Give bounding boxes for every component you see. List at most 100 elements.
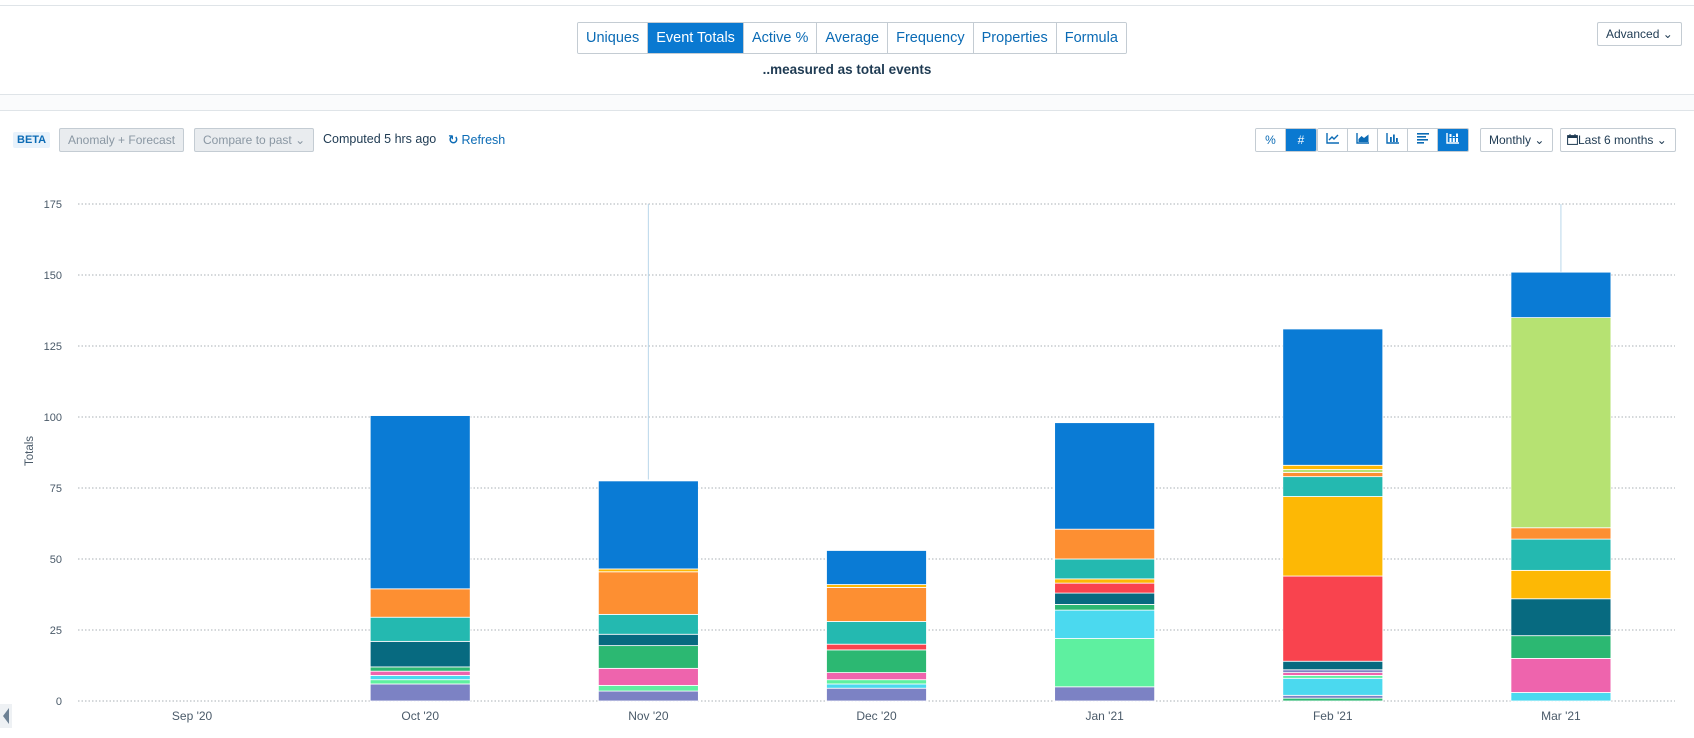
bar-segment[interactable] bbox=[826, 687, 927, 702]
bar-segment[interactable] bbox=[597, 633, 699, 647]
date-range-dropdown[interactable]: Last 6 months ⌄ bbox=[1560, 128, 1676, 152]
advanced-label: Advanced bbox=[1606, 27, 1660, 41]
bar-segment[interactable] bbox=[597, 568, 699, 573]
section-divider bbox=[0, 94, 1694, 111]
compare-to-past-button[interactable]: Compare to past ⌄ bbox=[194, 128, 315, 152]
number-toggle[interactable]: # bbox=[1286, 129, 1316, 151]
bar-segment[interactable] bbox=[1510, 527, 1612, 540]
bar-segment[interactable] bbox=[826, 621, 927, 645]
anomaly-forecast-button[interactable]: Anomaly + Forecast bbox=[59, 128, 185, 152]
horizontal-bar-icon bbox=[1416, 133, 1429, 144]
bar-segment[interactable] bbox=[1282, 469, 1384, 473]
bar-segment[interactable] bbox=[1282, 471, 1384, 478]
bar-segment[interactable] bbox=[1510, 635, 1612, 659]
bar-segment[interactable] bbox=[1282, 575, 1384, 662]
bar-segment[interactable] bbox=[1054, 582, 1156, 594]
bar-segment[interactable] bbox=[1054, 422, 1156, 530]
bar-segment[interactable] bbox=[1054, 604, 1156, 611]
tab-average[interactable]: Average bbox=[817, 23, 889, 53]
bar-segment[interactable] bbox=[1282, 476, 1384, 497]
bar-chart-button[interactable] bbox=[1378, 129, 1408, 151]
tab-uniques[interactable]: Uniques bbox=[578, 23, 649, 53]
bar-segment[interactable] bbox=[826, 672, 927, 681]
y-tick-label: 75 bbox=[50, 483, 62, 495]
bar-segment[interactable] bbox=[1054, 592, 1156, 605]
tab-active-percent[interactable]: Active % bbox=[743, 23, 818, 53]
bar-segment[interactable] bbox=[1510, 569, 1612, 600]
interval-label: Monthly bbox=[1489, 133, 1532, 147]
tab-formula[interactable]: Formula bbox=[1056, 23, 1126, 53]
interval-dropdown[interactable]: Monthly ⌄ bbox=[1480, 128, 1554, 152]
bar-segment[interactable] bbox=[1054, 609, 1156, 639]
bar-segment[interactable] bbox=[1054, 558, 1156, 580]
bar-segment[interactable] bbox=[826, 584, 927, 588]
bar-segment[interactable] bbox=[1510, 317, 1612, 529]
bar-segment[interactable] bbox=[1510, 598, 1612, 637]
bar-segment[interactable] bbox=[369, 675, 471, 681]
bar-segment[interactable] bbox=[1054, 528, 1156, 560]
x-tick-label: Mar '21 bbox=[1541, 709, 1581, 723]
bar-segment[interactable] bbox=[1282, 672, 1384, 676]
value-mode-toggle: % # bbox=[1255, 128, 1317, 152]
chevron-down-icon: ⌄ bbox=[295, 133, 306, 147]
line-chart-button[interactable] bbox=[1318, 129, 1348, 151]
y-axis-label: Totals bbox=[24, 436, 36, 466]
area-chart-button[interactable] bbox=[1348, 129, 1378, 151]
bar-segment[interactable] bbox=[826, 643, 927, 651]
bar-segment[interactable] bbox=[369, 666, 471, 672]
bar-segment[interactable] bbox=[1054, 638, 1156, 688]
y-tick-label: 150 bbox=[44, 270, 62, 282]
bar-segment[interactable] bbox=[1282, 328, 1384, 466]
bar-segment[interactable] bbox=[597, 613, 699, 635]
bar-segment[interactable] bbox=[1282, 677, 1384, 696]
percent-toggle[interactable]: % bbox=[1256, 129, 1286, 151]
bar-segment[interactable] bbox=[1282, 694, 1384, 699]
bar-segment[interactable] bbox=[597, 684, 699, 692]
bar-segment[interactable] bbox=[1282, 697, 1384, 702]
tab-event-totals[interactable]: Event Totals bbox=[648, 23, 744, 53]
bar-segment[interactable] bbox=[369, 670, 471, 676]
stacked-bar-button[interactable] bbox=[1438, 129, 1468, 151]
refresh-button[interactable]: ↻ Refresh bbox=[448, 132, 505, 147]
x-tick-label: Dec '20 bbox=[856, 709, 897, 723]
bar-segment[interactable] bbox=[1510, 692, 1612, 702]
bar-segment[interactable] bbox=[1510, 271, 1612, 319]
bar-segment[interactable] bbox=[1282, 660, 1384, 671]
bar-segment[interactable] bbox=[826, 683, 927, 689]
bar-segment[interactable] bbox=[1282, 496, 1384, 577]
bar-segment[interactable] bbox=[1282, 464, 1384, 470]
stacked-bar-chart: 0 25 50 75 100 125 150 175 Totals Sep '20 Oct '20 N… bbox=[24, 199, 1675, 723]
x-tick-label: Nov '20 bbox=[628, 709, 669, 723]
bar-segment[interactable] bbox=[826, 649, 927, 674]
bar-segment[interactable] bbox=[369, 415, 471, 590]
advanced-dropdown[interactable]: Advanced ⌄ bbox=[1597, 22, 1682, 46]
collapse-handle[interactable] bbox=[0, 704, 12, 728]
bar-segment[interactable] bbox=[597, 645, 699, 669]
bar-segment[interactable] bbox=[826, 550, 927, 585]
bar-segment[interactable] bbox=[369, 640, 471, 668]
horizontal-bar-button[interactable] bbox=[1408, 129, 1438, 151]
x-tick-label: Sep '20 bbox=[172, 709, 213, 723]
bar-segment[interactable] bbox=[369, 683, 471, 702]
bar-segment[interactable] bbox=[1282, 669, 1384, 674]
y-tick-label: 50 bbox=[50, 554, 62, 566]
bar-segment[interactable] bbox=[369, 588, 471, 618]
area-chart-icon bbox=[1355, 133, 1369, 144]
bar-segment[interactable] bbox=[597, 480, 699, 570]
bar-segment[interactable] bbox=[369, 616, 471, 642]
bar-segment[interactable] bbox=[597, 667, 699, 686]
bar-segment[interactable] bbox=[369, 679, 471, 685]
bar-segment[interactable] bbox=[597, 690, 699, 702]
refresh-icon: ↻ bbox=[448, 133, 459, 147]
computed-status: Computed 5 hrs ago bbox=[323, 132, 437, 146]
bar-segment[interactable] bbox=[1054, 578, 1156, 584]
tab-properties[interactable]: Properties bbox=[973, 23, 1057, 53]
tab-frequency[interactable]: Frequency bbox=[888, 23, 974, 53]
bar-segment[interactable] bbox=[826, 586, 927, 622]
bar-segment[interactable] bbox=[826, 679, 927, 685]
bar-segment[interactable] bbox=[1054, 686, 1156, 702]
bar-segment[interactable] bbox=[1510, 657, 1612, 693]
bar-segment[interactable] bbox=[1510, 538, 1612, 571]
bar-segment[interactable] bbox=[597, 571, 699, 615]
bar-segment[interactable] bbox=[1282, 675, 1384, 679]
